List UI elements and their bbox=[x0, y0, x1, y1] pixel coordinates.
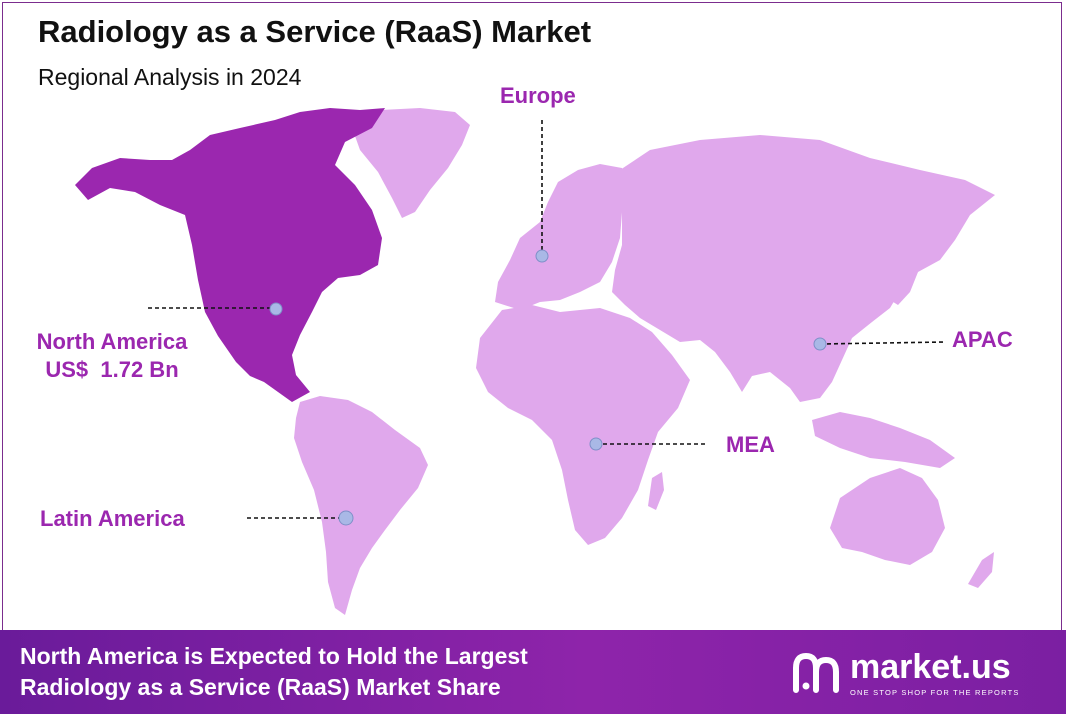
market-us-logo: market.us ONE STOP SHOP FOR THE REPORTS bbox=[790, 648, 1040, 700]
mea-label: MEA bbox=[726, 432, 775, 457]
mea-region bbox=[476, 305, 690, 545]
australia bbox=[830, 468, 945, 565]
europe-marker bbox=[535, 249, 549, 263]
madagascar-island bbox=[648, 472, 664, 510]
new-zealand bbox=[968, 552, 994, 588]
footer-message: North America is Expected to Hold the La… bbox=[20, 641, 528, 703]
page-title: Radiology as a Service (RaaS) Market bbox=[38, 14, 592, 49]
logo-mark-icon bbox=[793, 652, 839, 693]
north-america-marker bbox=[269, 302, 283, 316]
se-asia-islands bbox=[812, 412, 955, 468]
footer-line-1: North America is Expected to Hold the La… bbox=[20, 643, 528, 669]
europe-region bbox=[495, 164, 630, 310]
europe-label: Europe bbox=[500, 83, 576, 108]
north-america-name: North America bbox=[36, 329, 188, 354]
latin-america-label: Latin America bbox=[40, 506, 185, 531]
latin-america-marker bbox=[338, 510, 354, 526]
apac-region bbox=[612, 135, 995, 402]
greenland bbox=[350, 108, 470, 218]
footer-banner: North America is Expected to Hold the La… bbox=[0, 630, 1066, 714]
page-subtitle: Regional Analysis in 2024 bbox=[38, 64, 302, 90]
mea-marker bbox=[589, 437, 603, 451]
north-america-label: North America US$ 1.72 Bn bbox=[16, 328, 208, 384]
footer-line-2: Radiology as a Service (RaaS) Market Sha… bbox=[20, 674, 501, 700]
latin-america-region bbox=[294, 396, 428, 615]
apac-marker bbox=[813, 337, 827, 351]
north-america-value: US$ 1.72 Bn bbox=[45, 357, 179, 382]
japan-island bbox=[890, 258, 918, 305]
world-map bbox=[75, 108, 995, 615]
apac-label: APAC bbox=[952, 327, 1013, 352]
north-america-region bbox=[75, 108, 385, 402]
logo-wordmark: market.us bbox=[850, 648, 1011, 686]
logo-tagline: ONE STOP SHOP FOR THE REPORTS bbox=[850, 688, 1020, 697]
